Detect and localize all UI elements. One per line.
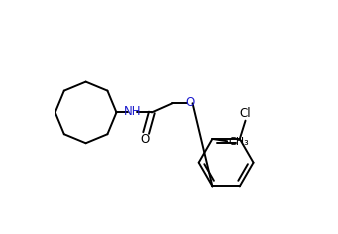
Text: O: O xyxy=(140,133,150,146)
Text: Cl: Cl xyxy=(240,107,251,120)
Text: CH₃: CH₃ xyxy=(228,137,249,147)
Text: O: O xyxy=(185,96,194,109)
Text: NH: NH xyxy=(124,105,141,118)
